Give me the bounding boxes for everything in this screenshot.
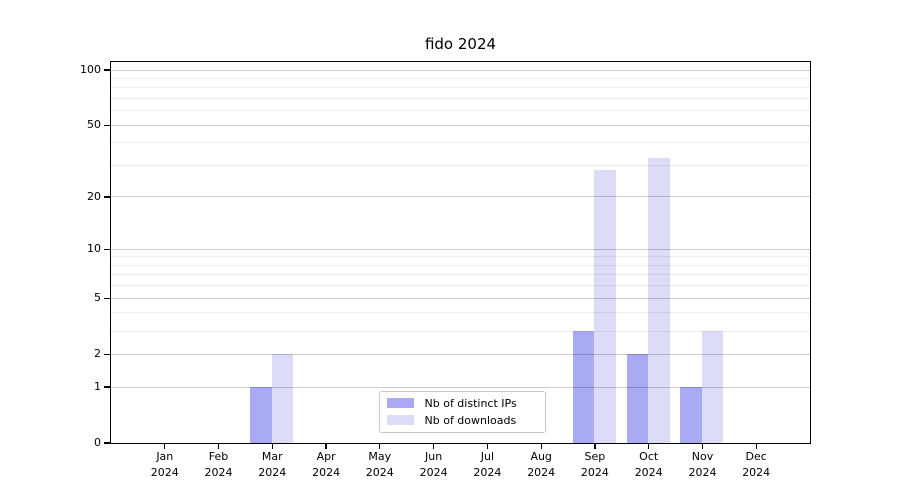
bar-distinct-ips-oct: [626, 353, 649, 443]
bar-downloads-oct: [648, 157, 670, 443]
y-tick-label: 1: [94, 380, 101, 393]
gridline-major: [110, 297, 810, 299]
gridline-minor: [110, 312, 810, 314]
gridline-minor: [110, 330, 810, 332]
gridline-minor: [110, 264, 810, 266]
x-tick-mark: [755, 443, 757, 449]
plot-area: Nb of distinct IPs Nb of downloads: [109, 60, 811, 444]
gridline-major: [110, 386, 810, 388]
y-tick-label: 100: [80, 63, 101, 76]
x-tick-label: Jul 2024: [473, 450, 502, 479]
x-tick-mark: [164, 443, 166, 449]
gridline-major: [110, 196, 810, 198]
grid-layer: [110, 62, 810, 443]
x-tick-mark: [217, 443, 220, 449]
bar-downloads-nov: [701, 330, 724, 443]
y-tick-mark: [104, 124, 111, 126]
x-tick-mark: [540, 443, 542, 449]
legend-label-distinct-ips: Nb of distinct IPs: [424, 396, 517, 410]
bar-distinct-ips-sep: [572, 330, 595, 443]
bar-distinct-ips-nov: [680, 386, 702, 443]
gridline-minor: [110, 274, 810, 276]
x-tick-label: Sep 2024: [580, 450, 609, 479]
x-tick-label: Nov 2024: [688, 450, 717, 479]
legend-label-downloads: Nb of downloads: [424, 413, 517, 427]
y-tick-label: 0: [94, 436, 101, 449]
x-tick-label: Jun 2024: [419, 450, 448, 479]
gridline-minor: [110, 142, 810, 144]
gridline-minor: [110, 110, 810, 112]
x-tick-label: Apr 2024: [312, 450, 341, 479]
x-tick-label: Oct 2024: [634, 450, 663, 479]
x-tick-mark: [648, 443, 650, 449]
y-tick-mark: [104, 196, 111, 198]
bars-layer: [111, 62, 810, 443]
x-tick-mark: [325, 443, 327, 449]
x-tick-label: Dec 2024: [742, 450, 771, 479]
gridline-minor: [110, 165, 810, 166]
legend: Nb of distinct IPs Nb of downloads: [378, 390, 546, 433]
x-tick-label: May 2024: [365, 450, 394, 479]
bar-distinct-ips-mar: [250, 386, 272, 443]
x-tick-mark: [379, 443, 381, 449]
legend-swatch-distinct-ips: [386, 397, 414, 409]
x-tick-label: Aug 2024: [527, 450, 556, 479]
y-tick-label: 20: [87, 189, 101, 203]
y-tick-label: 50: [87, 118, 101, 132]
x-tick-mark: [271, 443, 273, 449]
gridline-minor: [110, 87, 810, 89]
y-tick-mark: [104, 69, 111, 71]
y-tick-mark: [104, 353, 111, 355]
gridline-minor: [110, 256, 810, 258]
x-tick-label: Jan 2024: [150, 450, 179, 479]
y-tick-label: 2: [94, 347, 101, 361]
legend-entry-distinct-ips: Nb of distinct IPs: [386, 396, 537, 411]
gridline-minor: [110, 77, 810, 79]
y-tick-label: 10: [87, 242, 101, 256]
x-tick-mark: [594, 443, 596, 449]
gridline-major: [110, 248, 810, 250]
chart-title: fido 2024: [424, 35, 497, 53]
x-tick-label: Mar 2024: [258, 450, 287, 479]
y-tick-mark: [104, 442, 111, 444]
gridline-major: [110, 353, 810, 355]
legend-entry-downloads: Nb of downloads: [386, 413, 537, 428]
y-tick-label: 5: [94, 291, 101, 305]
bar-downloads-mar: [271, 353, 294, 443]
x-tick-mark: [486, 443, 488, 449]
legend-swatch-downloads: [386, 414, 414, 426]
y-tick-mark: [104, 386, 111, 388]
bar-downloads-sep: [594, 170, 616, 443]
gridline-minor: [110, 98, 810, 99]
x-tick-mark: [701, 443, 704, 449]
y-tick-mark: [104, 297, 111, 299]
x-tick-label: Feb 2024: [204, 450, 233, 479]
x-tick-mark: [433, 443, 435, 449]
gridline-major: [110, 124, 810, 126]
y-tick-mark: [104, 248, 111, 250]
gridline-minor: [110, 285, 810, 287]
gridline-major: [110, 69, 810, 71]
